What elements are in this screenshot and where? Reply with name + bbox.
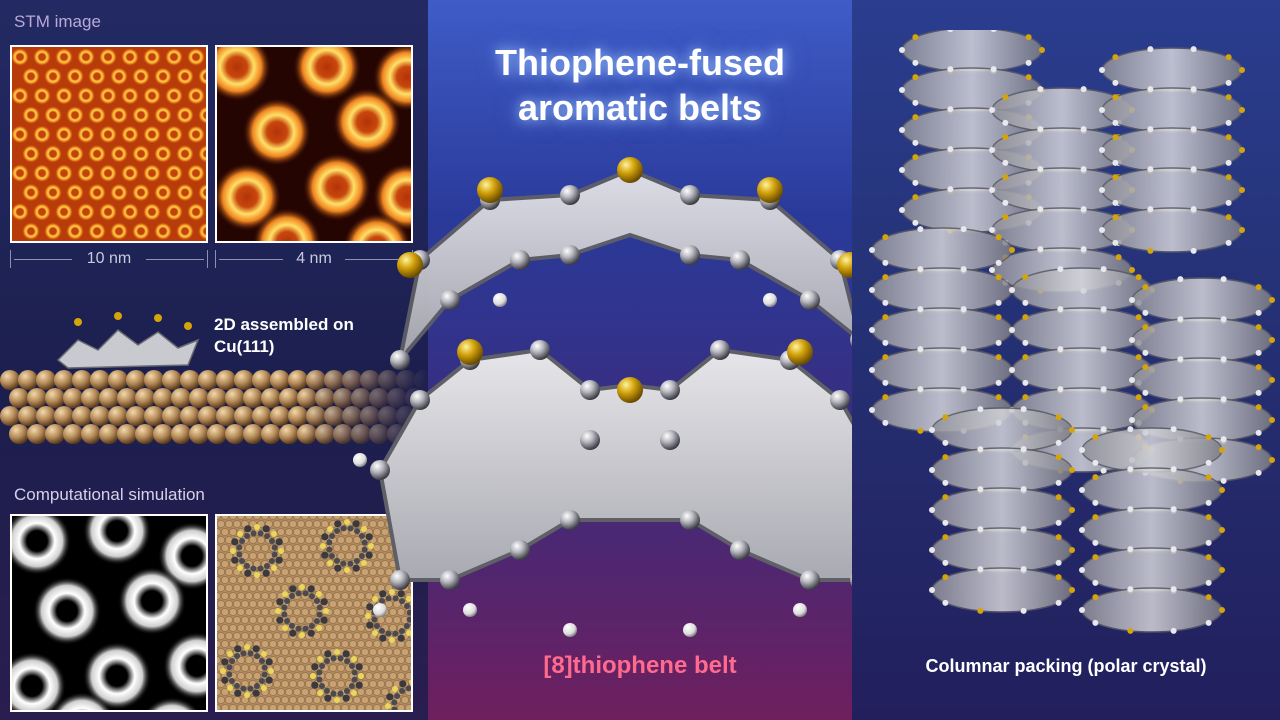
stm-image-large-area xyxy=(10,45,208,243)
scale-label-10nm: 10 nm xyxy=(86,250,132,267)
simulation-label: Computational simulation xyxy=(14,485,205,504)
columnar-packing-label: Columnar packing (polar crystal) xyxy=(925,656,1207,676)
small-belt-icon xyxy=(56,312,200,369)
assembled-label: 2D assembled on Cu(111) xyxy=(214,315,354,356)
scale-bar-10nm: 10 nm xyxy=(10,250,208,268)
stm-image-zoomed xyxy=(215,45,413,243)
columnar-packing-illustration xyxy=(869,30,1275,634)
scale-label-4nm: 4 nm xyxy=(296,250,332,267)
belt-name-label: [8]thiophene belt xyxy=(543,652,737,679)
copper-surface-illustration xyxy=(0,312,428,460)
stm-image-label: STM image xyxy=(14,12,101,31)
title-line-1: Thiophene-fused xyxy=(495,42,785,83)
belt-molecule-illustration xyxy=(353,157,907,637)
title-line-2: aromatic belts xyxy=(517,87,763,128)
page-title: Thiophene-fused aromatic belts xyxy=(428,40,852,130)
simulated-stm-image xyxy=(10,514,208,712)
